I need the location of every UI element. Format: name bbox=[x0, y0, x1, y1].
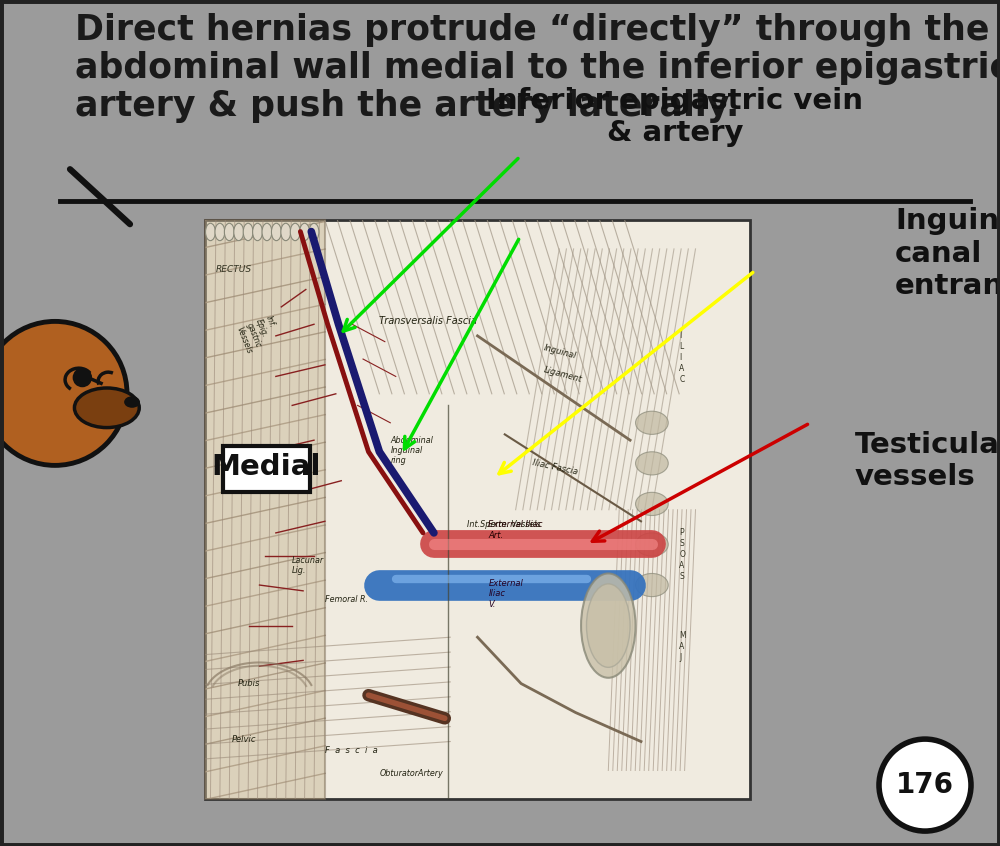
Text: Femoral R.: Femoral R. bbox=[325, 596, 368, 604]
Ellipse shape bbox=[636, 492, 668, 515]
Ellipse shape bbox=[262, 223, 272, 240]
Circle shape bbox=[73, 368, 92, 387]
Text: I
L
I
A
C: I L I A C bbox=[679, 331, 684, 384]
Ellipse shape bbox=[581, 574, 636, 678]
FancyBboxPatch shape bbox=[223, 447, 310, 492]
Polygon shape bbox=[205, 220, 325, 799]
Text: abdominal wall medial to the inferior epigastric: abdominal wall medial to the inferior ep… bbox=[75, 51, 1000, 85]
Ellipse shape bbox=[271, 223, 281, 240]
Ellipse shape bbox=[309, 223, 319, 240]
Ellipse shape bbox=[234, 223, 244, 240]
Text: Ligament: Ligament bbox=[543, 365, 583, 384]
Text: Direct hernias protrude “directly” through the: Direct hernias protrude “directly” throu… bbox=[75, 13, 989, 47]
Ellipse shape bbox=[215, 223, 225, 240]
Text: Iliac Fascia: Iliac Fascia bbox=[532, 459, 579, 477]
Ellipse shape bbox=[300, 223, 309, 240]
Circle shape bbox=[879, 739, 971, 831]
Polygon shape bbox=[33, 430, 80, 459]
Ellipse shape bbox=[243, 223, 253, 240]
Text: Pelvic: Pelvic bbox=[232, 734, 257, 744]
Text: Medial: Medial bbox=[212, 453, 321, 481]
Ellipse shape bbox=[636, 452, 668, 475]
Bar bbox=[0, 0, 1000, 201]
Text: External Iliac
Art.: External Iliac Art. bbox=[488, 520, 543, 540]
Ellipse shape bbox=[224, 223, 234, 240]
Text: Transversalis Fascia: Transversalis Fascia bbox=[379, 316, 477, 327]
Ellipse shape bbox=[206, 223, 215, 240]
Text: Inf.
Epig.
gastric
Vessels: Inf. Epig. gastric Vessels bbox=[235, 314, 283, 355]
Ellipse shape bbox=[636, 574, 668, 596]
Text: ObturatorArtery: ObturatorArtery bbox=[379, 769, 443, 778]
Text: Pubis: Pubis bbox=[238, 679, 260, 689]
Ellipse shape bbox=[281, 223, 291, 240]
Text: 176: 176 bbox=[896, 771, 954, 799]
Text: Lacunar
Lig.: Lacunar Lig. bbox=[292, 556, 324, 575]
Bar bbox=[205, 220, 750, 799]
Text: Inferior epigastric vein
& artery: Inferior epigastric vein & artery bbox=[486, 86, 864, 147]
Ellipse shape bbox=[253, 223, 262, 240]
Ellipse shape bbox=[636, 411, 668, 434]
Text: Testicular
vessels: Testicular vessels bbox=[855, 431, 1000, 492]
Text: External
Iliac
V.: External Iliac V. bbox=[488, 579, 523, 608]
Text: P
S
O
A
S: P S O A S bbox=[679, 528, 685, 581]
Text: Abdominal
Inguinal
ring: Abdominal Inguinal ring bbox=[390, 436, 433, 465]
Ellipse shape bbox=[587, 584, 630, 667]
Text: RECTUS: RECTUS bbox=[216, 265, 252, 274]
Text: Int.Sperm. Vessels: Int.Sperm. Vessels bbox=[467, 520, 540, 529]
Circle shape bbox=[0, 321, 127, 465]
Text: artery & push the artery laterally.: artery & push the artery laterally. bbox=[75, 89, 739, 123]
Ellipse shape bbox=[74, 388, 139, 427]
Ellipse shape bbox=[636, 533, 668, 556]
Ellipse shape bbox=[124, 396, 140, 408]
Text: F  a  s  c  i  a: F a s c i a bbox=[325, 746, 378, 755]
Ellipse shape bbox=[290, 223, 300, 240]
Text: M
A
J: M A J bbox=[679, 631, 686, 662]
Text: Inguinal: Inguinal bbox=[543, 343, 578, 361]
Text: Inguinal
canal
entrance: Inguinal canal entrance bbox=[895, 207, 1000, 300]
